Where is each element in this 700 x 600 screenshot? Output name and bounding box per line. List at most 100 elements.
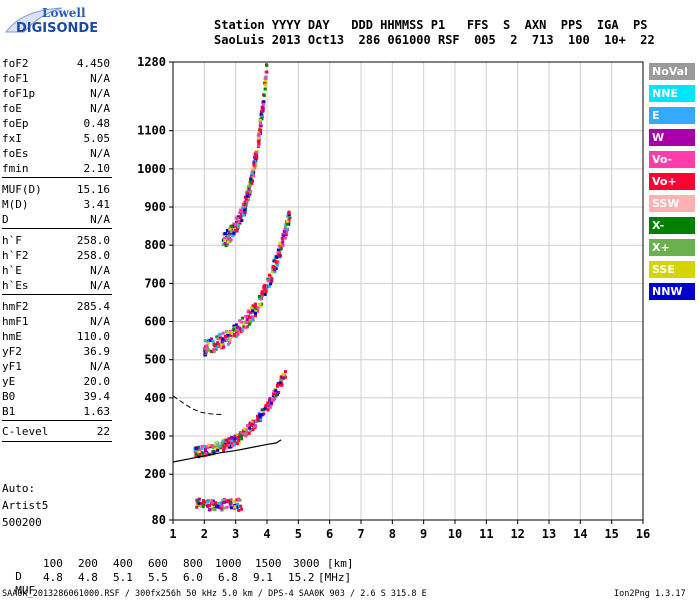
echo-point	[220, 342, 224, 346]
echo-point	[265, 63, 269, 67]
echo-point	[215, 441, 219, 445]
param-value: 258.0	[76, 234, 110, 247]
echo-point	[249, 310, 253, 314]
echo-point	[229, 230, 233, 234]
echo-point	[280, 383, 284, 387]
x-tick-label: 8	[389, 527, 396, 541]
echo-point	[235, 498, 239, 502]
echo-point	[238, 319, 242, 323]
echo-point	[239, 328, 243, 332]
echo-point	[281, 240, 285, 244]
param-row: foF1p N/A	[2, 86, 110, 101]
echo-point	[225, 505, 229, 509]
echo-point	[254, 314, 258, 318]
x-tick-label: 15	[604, 527, 618, 541]
echo-point	[224, 330, 228, 334]
echo-point	[239, 329, 243, 333]
echo-point	[280, 237, 284, 241]
param-name: yE	[2, 375, 16, 388]
echo-point	[222, 449, 226, 453]
echo-point	[276, 248, 280, 252]
echo-point	[261, 106, 265, 110]
echo-point	[246, 198, 250, 202]
param-row: M(D) 3.41	[2, 197, 110, 212]
echo-point	[234, 220, 238, 224]
echo-point	[212, 503, 216, 507]
echo-point	[208, 508, 212, 512]
echo-point	[237, 438, 241, 442]
echo-point	[263, 83, 267, 87]
echo-point	[201, 505, 205, 509]
echo-point	[230, 226, 234, 230]
echo-point	[258, 415, 262, 419]
echo-point	[277, 244, 281, 248]
echo-point	[237, 497, 241, 501]
echo-point	[220, 501, 224, 505]
echo-point	[240, 320, 244, 324]
param-name: foEp	[2, 117, 29, 130]
param-name: D	[2, 213, 9, 226]
echo-point	[233, 505, 237, 509]
echo-point	[244, 197, 248, 201]
echo-point	[270, 398, 274, 402]
echo-point	[238, 326, 242, 330]
param-name: B0	[2, 390, 16, 403]
echo-point	[222, 445, 226, 449]
echo-point	[206, 504, 210, 508]
echo-point	[218, 502, 222, 506]
x-tick-label: 7	[357, 527, 364, 541]
echo-point	[285, 228, 289, 232]
echo-point	[262, 284, 266, 288]
echo-point	[194, 452, 198, 456]
echo-point	[256, 306, 260, 310]
echo-point	[233, 442, 237, 446]
echo-point	[236, 215, 240, 219]
echo-point	[228, 240, 232, 244]
echo-point	[286, 222, 290, 226]
echo-point	[211, 499, 215, 503]
echo-point	[238, 211, 242, 215]
echo-point	[252, 310, 256, 314]
echo-point	[272, 389, 276, 393]
echo-point	[210, 501, 214, 505]
echo-point	[195, 505, 199, 509]
legend-item: NNE	[649, 85, 695, 102]
echo-point	[225, 499, 229, 503]
echo-point	[281, 372, 285, 376]
echo-point	[272, 392, 276, 396]
echo-point	[217, 506, 221, 510]
echo-point	[230, 444, 234, 448]
echo-point	[240, 212, 244, 216]
echo-point	[268, 405, 272, 409]
param-name: foF1p	[2, 87, 36, 100]
echo-point	[251, 304, 255, 308]
x-tick-label: 5	[295, 527, 302, 541]
echo-point	[234, 335, 238, 339]
param-divider	[2, 177, 112, 178]
echo-trace	[202, 210, 292, 357]
echo-point	[253, 166, 257, 170]
echo-point	[194, 446, 198, 450]
echo-point	[241, 316, 245, 320]
param-name: yF2	[2, 345, 22, 358]
echo-point	[265, 287, 269, 291]
echo-point	[206, 346, 210, 350]
echo-point	[227, 235, 231, 239]
echo-point	[227, 445, 231, 449]
echo-point	[275, 384, 279, 388]
echo-point	[262, 412, 266, 416]
param-value: 4.450	[76, 57, 110, 70]
legend-item: SSE	[649, 261, 695, 278]
echo-point	[242, 208, 246, 212]
param-divider	[2, 294, 112, 295]
param-row: h`E N/A	[2, 263, 110, 278]
echo-point	[239, 504, 243, 508]
param-row: C-level 22	[2, 424, 110, 439]
echo-point	[252, 161, 256, 165]
auto-label: Auto:	[2, 482, 36, 495]
param-name: hmF2	[2, 300, 29, 313]
param-value: N/A	[90, 360, 110, 373]
distance-value: 600	[148, 557, 168, 570]
logo-swoosh-icon	[5, 7, 63, 33]
echo-point	[225, 338, 229, 342]
